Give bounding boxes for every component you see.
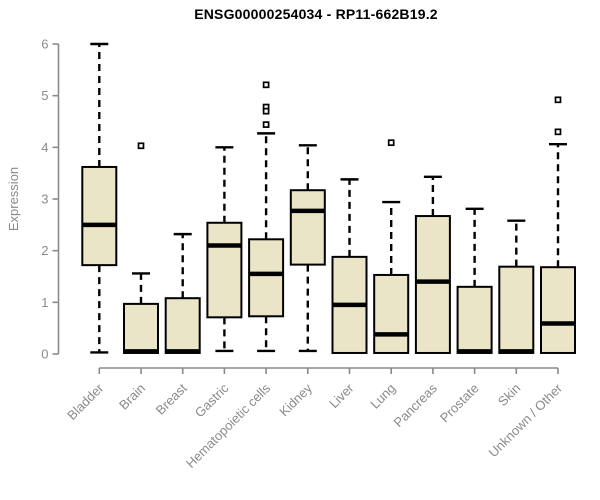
boxplot-box-liver [331, 178, 368, 354]
iqr-box [248, 238, 285, 318]
x-tick-label-skin: Skin [495, 381, 523, 409]
boxplot-box-lung [373, 139, 410, 354]
boxplot-box-pancreas [414, 175, 451, 354]
y-tick-label: 2 [41, 243, 48, 258]
outlier-point [554, 96, 562, 104]
chart-title: ENSG00000254034 - RP11-662B19.2 [194, 6, 438, 22]
iqr-box [456, 285, 493, 354]
boxplot-box-gastric [206, 146, 243, 353]
y-tick-label: 0 [41, 347, 48, 362]
x-tick-label-breast: Breast [153, 380, 190, 417]
iqr-box [81, 165, 118, 267]
y-tick-label: 1 [41, 295, 48, 310]
x-tick-label-liver: Liver [326, 380, 357, 411]
x-tick-label-lung: Lung [367, 381, 398, 412]
boxplot-box-hematopoietic-cells [248, 81, 285, 353]
iqr-box [289, 189, 326, 266]
boxplot-box-unknown-other [540, 96, 576, 354]
boxplot-box-prostate [456, 207, 493, 354]
iqr-box [373, 273, 410, 354]
y-tick-label: 5 [41, 88, 48, 103]
y-tick-label: 3 [41, 192, 48, 207]
outlier-point [262, 81, 270, 89]
y-tick-label: 4 [41, 140, 48, 155]
outlier-point [137, 142, 145, 150]
outlier-point [387, 139, 395, 147]
boxplot-box-brain [123, 142, 159, 354]
iqr-box [414, 215, 451, 354]
x-tick-label-kidney: Kidney [276, 380, 315, 419]
x-tick-label-prostate: Prostate [437, 381, 482, 426]
iqr-box [498, 265, 535, 354]
boxplot-box-kidney [289, 144, 326, 353]
outlier-point [262, 121, 270, 128]
iqr-box [540, 266, 576, 354]
x-tick-label-bladder: Bladder [64, 380, 107, 423]
iqr-box [164, 297, 201, 354]
x-tick-label-brain: Brain [116, 381, 148, 413]
boxplot-box-skin [498, 219, 535, 354]
outlier-point [554, 128, 562, 136]
outlier-point [262, 107, 270, 115]
x-tick-label-unknown-other: Unknown / Other [486, 380, 566, 460]
x-tick-label-gastric: Gastric [192, 380, 232, 420]
iqr-box [206, 221, 243, 319]
y-axis: 0 1 2 3 4 5 6 [41, 37, 60, 362]
iqr-box [123, 302, 159, 354]
boxplot-box-breast [164, 232, 201, 354]
x-tick-label-pancreas: Pancreas [391, 380, 441, 430]
y-tick-label: 6 [41, 37, 48, 52]
boxplot-box-bladder [81, 42, 118, 354]
